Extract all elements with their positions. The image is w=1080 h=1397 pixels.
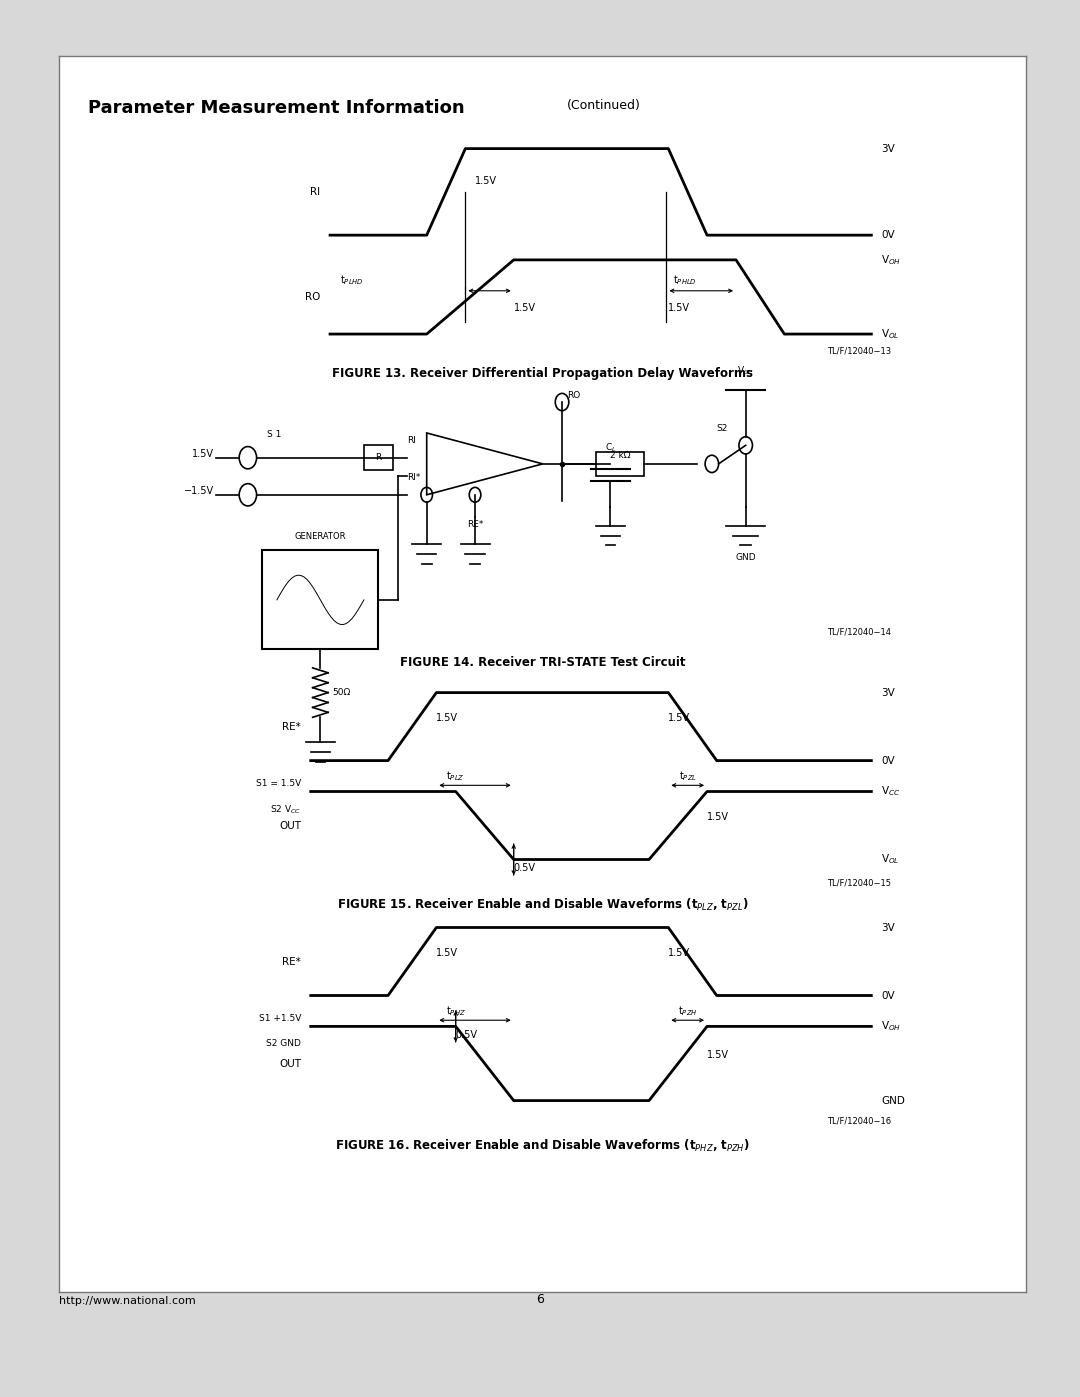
Text: TL/F/12040−15: TL/F/12040−15	[826, 879, 891, 887]
Text: RE*: RE*	[282, 957, 301, 967]
Text: (Continued): (Continued)	[567, 99, 640, 112]
Text: 1.5V: 1.5V	[436, 712, 458, 722]
Text: GND: GND	[881, 1095, 905, 1105]
Text: 0V: 0V	[881, 756, 894, 766]
Text: t$_{PHLD}$: t$_{PHLD}$	[673, 274, 697, 286]
Text: 0V: 0V	[881, 231, 894, 240]
Text: V$_{OL}$: V$_{OL}$	[881, 327, 900, 341]
Text: FIGURE 15. Receiver Enable and Disable Waveforms (t$_{PLZ}$, t$_{PZL}$): FIGURE 15. Receiver Enable and Disable W…	[337, 897, 748, 912]
Text: t$_{PZL}$: t$_{PZL}$	[678, 770, 697, 782]
Text: t$_{PZH}$: t$_{PZH}$	[678, 1004, 698, 1018]
Text: 0V: 0V	[881, 990, 894, 1000]
Text: OUT: OUT	[279, 820, 301, 830]
Text: C$_L$: C$_L$	[605, 441, 616, 454]
Text: FIGURE 16. Receiver Enable and Disable Waveforms (t$_{PHZ}$, t$_{PZH}$): FIGURE 16. Receiver Enable and Disable W…	[335, 1137, 751, 1154]
Text: RI: RI	[310, 187, 321, 197]
Text: 1.5V: 1.5V	[707, 1049, 729, 1060]
Text: V$_{OH}$: V$_{OH}$	[881, 1020, 901, 1034]
Text: http://www.national.com: http://www.national.com	[59, 1296, 197, 1306]
Text: S2: S2	[717, 423, 728, 433]
Text: 6: 6	[536, 1294, 544, 1306]
Text: S 1: S 1	[267, 430, 282, 439]
Text: RO: RO	[567, 391, 580, 400]
Text: 1.5V: 1.5V	[669, 303, 690, 313]
Text: 1.5V: 1.5V	[514, 303, 536, 313]
Text: V$_{OL}$: V$_{OL}$	[881, 852, 900, 866]
Text: V$_{CC}$: V$_{CC}$	[881, 785, 901, 799]
Text: RO: RO	[305, 292, 321, 302]
Text: −1.5V: −1.5V	[184, 486, 214, 496]
Text: GENERATOR: GENERATOR	[295, 531, 346, 541]
Text: 1.5V: 1.5V	[436, 947, 458, 958]
Text: S1 = 1.5V: S1 = 1.5V	[256, 780, 301, 788]
Text: 1.5V: 1.5V	[475, 176, 497, 186]
Text: t$_{PLHD}$: t$_{PLHD}$	[340, 274, 364, 286]
Text: S2 GND: S2 GND	[266, 1039, 301, 1048]
Text: S1 +1.5V: S1 +1.5V	[259, 1014, 301, 1023]
Text: V$_{OH}$: V$_{OH}$	[881, 253, 901, 267]
Text: RI: RI	[407, 436, 416, 446]
Text: FIGURE 14. Receiver TRI-STATE Test Circuit: FIGURE 14. Receiver TRI-STATE Test Circu…	[400, 655, 686, 669]
Text: Parameter Measurement Information: Parameter Measurement Information	[89, 99, 465, 117]
Text: S2 V$_{CC}$: S2 V$_{CC}$	[270, 803, 301, 816]
Text: GND: GND	[735, 553, 756, 562]
Text: TL/F/12040−14: TL/F/12040−14	[826, 627, 891, 636]
Text: RE*: RE*	[282, 722, 301, 732]
Text: t$_{PHZ}$: t$_{PHZ}$	[446, 1004, 465, 1018]
Text: 1.5V: 1.5V	[192, 448, 214, 460]
Text: 1.5V: 1.5V	[707, 812, 729, 821]
Text: 3V: 3V	[881, 144, 894, 154]
Polygon shape	[427, 433, 543, 495]
Text: V$_{CC}$: V$_{CC}$	[738, 365, 754, 377]
Text: 0.5V: 0.5V	[456, 1030, 477, 1041]
Text: FIGURE 13. Receiver Differential Propagation Delay Waveforms: FIGURE 13. Receiver Differential Propaga…	[333, 367, 753, 380]
Text: t$_{PLZ}$: t$_{PLZ}$	[446, 770, 465, 782]
Text: R: R	[375, 453, 381, 462]
Text: TL/F/12040−13: TL/F/12040−13	[826, 346, 891, 355]
FancyBboxPatch shape	[262, 550, 378, 650]
Text: 1.5V: 1.5V	[669, 947, 690, 958]
FancyBboxPatch shape	[364, 446, 393, 469]
Text: OUT: OUT	[279, 1059, 301, 1069]
Text: 0.5V: 0.5V	[514, 863, 536, 873]
Text: 3V: 3V	[881, 687, 894, 697]
Text: 1.5V: 1.5V	[669, 712, 690, 722]
Text: 2 kΩ: 2 kΩ	[610, 451, 631, 460]
Text: 50Ω: 50Ω	[332, 689, 350, 697]
FancyBboxPatch shape	[596, 451, 644, 476]
Text: TL/F/12040−16: TL/F/12040−16	[826, 1116, 891, 1126]
Text: 3V: 3V	[881, 922, 894, 933]
Text: RI*: RI*	[407, 474, 421, 482]
Text: RE*: RE*	[467, 520, 483, 528]
